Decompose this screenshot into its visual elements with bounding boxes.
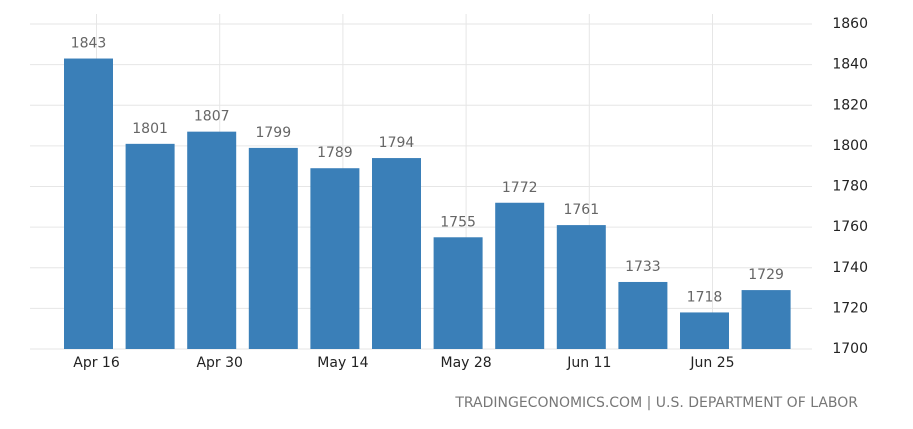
y-tick-label: 1740 <box>832 260 868 276</box>
value-label: 1718 <box>687 289 723 305</box>
x-tick-label: Apr 30 <box>196 355 242 371</box>
value-label: 1733 <box>625 259 661 275</box>
bar <box>741 290 791 349</box>
value-label: 1801 <box>132 121 168 137</box>
bar <box>618 281 668 349</box>
bar <box>187 131 237 349</box>
bar <box>125 143 175 349</box>
value-label: 1789 <box>317 145 353 161</box>
bar <box>64 58 113 349</box>
bar <box>495 202 545 349</box>
y-tick-label: 1760 <box>832 219 868 235</box>
y-tick-label: 1820 <box>832 97 868 113</box>
bar <box>310 168 360 349</box>
value-label: 1772 <box>502 180 538 196</box>
y-tick-label: 1860 <box>832 16 868 32</box>
y-tick-label: 1800 <box>832 138 868 154</box>
x-tick-label: May 14 <box>317 355 368 371</box>
bar <box>433 237 483 349</box>
y-tick-label: 1780 <box>832 179 868 195</box>
bar <box>372 158 421 349</box>
x-tick-label: Apr 16 <box>73 355 120 371</box>
bar <box>680 312 729 349</box>
bar <box>556 225 606 349</box>
y-tick-label: 1720 <box>832 300 868 316</box>
bar <box>248 147 298 349</box>
y-tick-label: 1700 <box>832 341 868 357</box>
value-label: 1799 <box>255 125 291 141</box>
x-tick-label: May 28 <box>440 355 491 371</box>
x-tick-label: Jun 25 <box>689 355 734 371</box>
value-label: 1761 <box>563 202 599 218</box>
value-label: 1755 <box>440 214 476 230</box>
x-tick-label: Jun 11 <box>566 355 611 371</box>
y-tick-label: 1840 <box>832 57 868 73</box>
value-label: 1729 <box>748 267 784 283</box>
value-label: 1843 <box>71 36 107 52</box>
value-label: 1794 <box>379 135 415 151</box>
source: TRADINGECONOMICS.COM | U.S. DEPARTMENT O… <box>454 395 858 411</box>
value-label: 1807 <box>194 109 230 125</box>
